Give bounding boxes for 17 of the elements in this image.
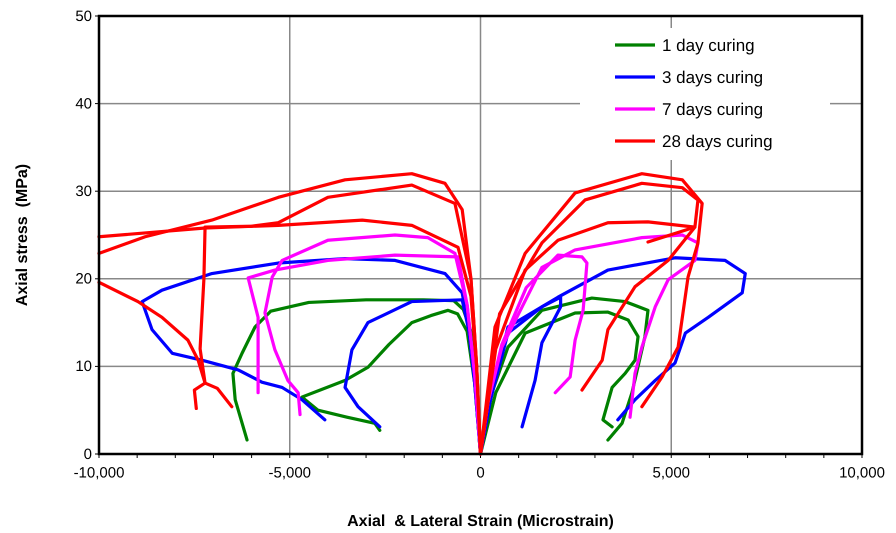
x-tick-label: 10,000 <box>839 464 885 482</box>
y-tick-label: 40 <box>75 95 92 112</box>
legend-label: 1 day curing <box>662 36 755 55</box>
legend-label: 7 days curing <box>662 100 764 119</box>
y-tick-label: 20 <box>75 270 92 288</box>
y-tick-label: 0 <box>84 446 92 463</box>
legend-label: 28 days curing <box>662 132 773 151</box>
legend-label: 3 days curing <box>662 68 764 87</box>
x-tick-label: -10,000 <box>74 464 124 482</box>
x-axis-title: Axial & Lateral Strain (Microstrain) <box>347 513 614 530</box>
y-tick-label: 50 <box>75 8 92 25</box>
x-tick-label: -5,000 <box>268 464 312 482</box>
x-tick-label: 5,000 <box>652 464 690 482</box>
x-tick-label: 0 <box>476 464 485 482</box>
y-tick-label: 10 <box>75 358 92 376</box>
y-tick-label: 30 <box>75 183 92 200</box>
y-axis-title: Axial stress (MPa) <box>14 164 31 306</box>
